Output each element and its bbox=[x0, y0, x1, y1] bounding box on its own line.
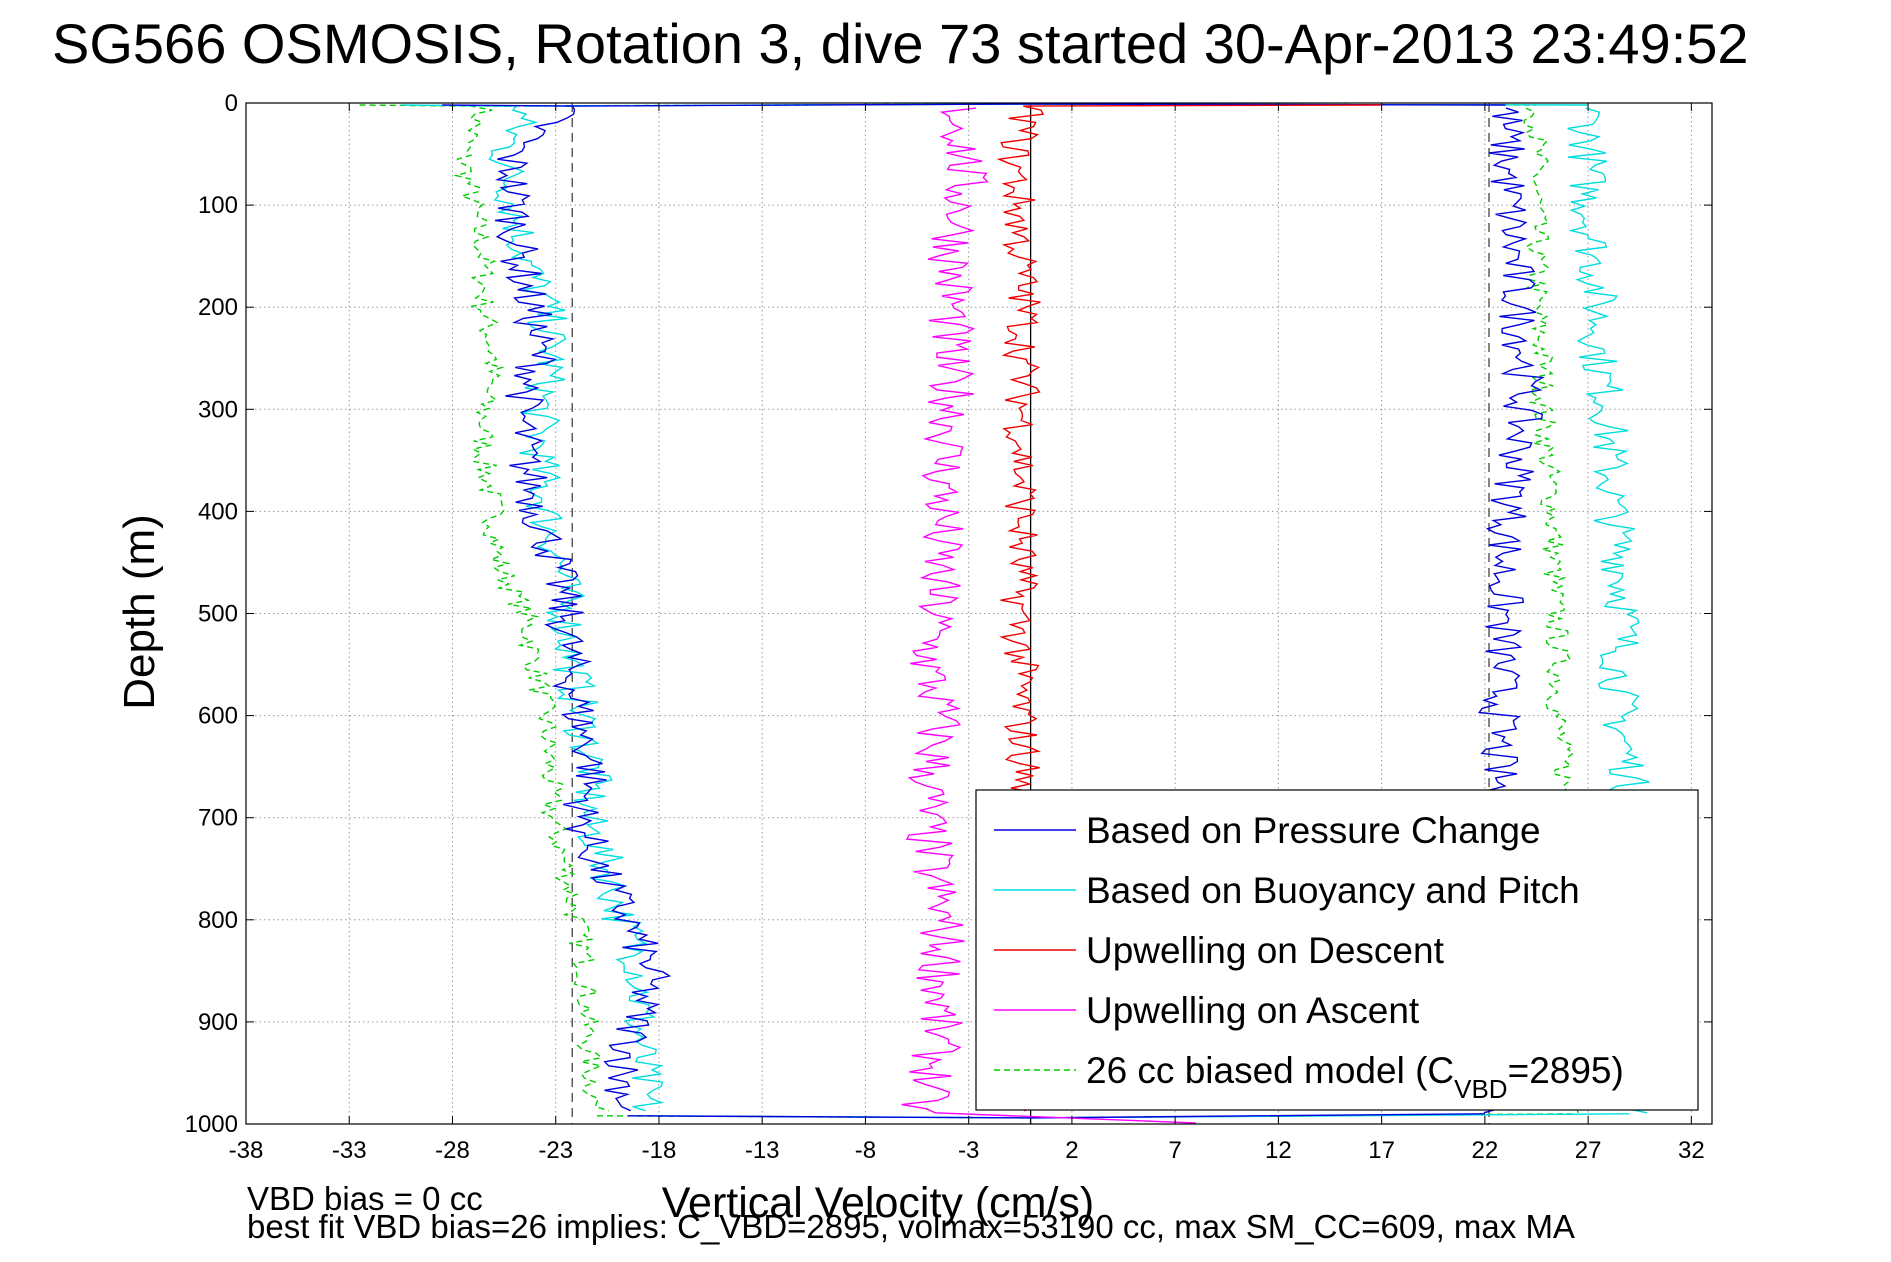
footer-line-2: best fit VBD bias=26 implies: C_VBD=2895… bbox=[247, 1208, 1575, 1245]
x-tick-label: -38 bbox=[229, 1137, 264, 1164]
x-tick-labels: -38 -33 -28 -23 -18 -13 -8 -3 2 7 12 17 22 27 32 bbox=[229, 1137, 1705, 1164]
legend-label: Based on Pressure Change bbox=[1086, 810, 1541, 851]
x-tick-label: -28 bbox=[435, 1137, 470, 1164]
y-tick-labels: 0 100 200 300 400 500 600 700 800 900 1000 bbox=[185, 90, 238, 1138]
y-tick-label: 300 bbox=[198, 396, 238, 423]
legend-label-subscript: VBD bbox=[1454, 1074, 1507, 1104]
x-tick-label: 2 bbox=[1065, 1137, 1078, 1164]
y-tick-label: 800 bbox=[198, 907, 238, 934]
chart-title: SG566 OSMOSIS, Rotation 3, dive 73 start… bbox=[52, 12, 1749, 75]
y-tick-label: 400 bbox=[198, 498, 238, 525]
x-tick-label: 22 bbox=[1472, 1137, 1499, 1164]
series-ascent-line bbox=[1523, 107, 1585, 1114]
legend-label-suffix: =2895) bbox=[1508, 1050, 1624, 1091]
x-tick-label: -3 bbox=[958, 1137, 979, 1164]
legend-label: Based on Buoyancy and Pitch bbox=[1086, 870, 1580, 911]
y-axis-label: Depth (m) bbox=[115, 514, 164, 710]
series-3 bbox=[901, 107, 1196, 1124]
y-tick-label: 100 bbox=[198, 192, 238, 219]
y-tick-label: 700 bbox=[198, 805, 238, 832]
series-descent-line bbox=[442, 104, 672, 1112]
y-tick-label: 600 bbox=[198, 703, 238, 730]
x-axis-label: Vertical Velocity (cm/s) bbox=[662, 1179, 1095, 1227]
y-tick-label: 900 bbox=[198, 1009, 238, 1036]
series-line bbox=[901, 107, 1196, 1124]
footer-line-1: VBD bias = 0 cc bbox=[247, 1180, 483, 1217]
y-tick-label: 0 bbox=[225, 90, 238, 117]
x-tick-label: 27 bbox=[1575, 1137, 1602, 1164]
x-tick-label: 32 bbox=[1678, 1137, 1705, 1164]
y-tick-label: 500 bbox=[198, 601, 238, 628]
legend-box bbox=[975, 789, 1699, 1111]
legend: Based on Pressure Change Based on Buoyanc… bbox=[975, 789, 1699, 1111]
x-tick-label: -23 bbox=[538, 1137, 573, 1164]
x-tick-label: -13 bbox=[745, 1137, 780, 1164]
x-tick-label: -8 bbox=[855, 1137, 876, 1164]
x-tick-label: -33 bbox=[332, 1137, 367, 1164]
x-tick-label: 12 bbox=[1265, 1137, 1292, 1164]
y-tick-label: 1000 bbox=[185, 1111, 238, 1138]
x-tick-label: 17 bbox=[1368, 1137, 1395, 1164]
x-tick-label: 7 bbox=[1168, 1137, 1181, 1164]
legend-label: Upwelling on Descent bbox=[1086, 930, 1445, 971]
x-tick-label: -18 bbox=[642, 1137, 677, 1164]
axis-ticks bbox=[245, 102, 1712, 1125]
legend-label: Upwelling on Ascent bbox=[1086, 990, 1420, 1031]
y-tick-label: 200 bbox=[198, 294, 238, 321]
